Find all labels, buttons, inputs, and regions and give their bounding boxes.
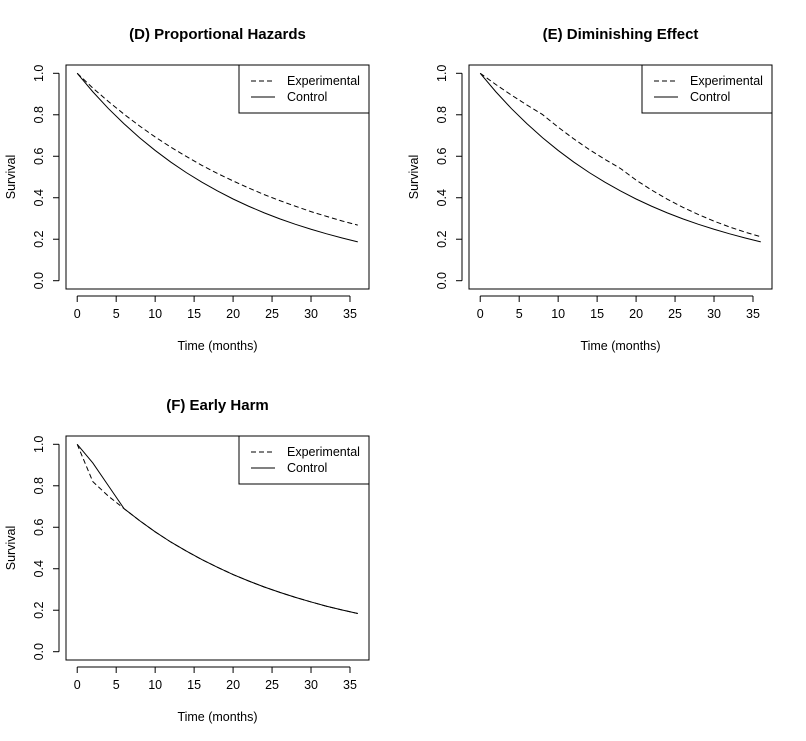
x-tick-label: 30 <box>304 307 318 321</box>
y-tick-label: 0.0 <box>32 643 46 660</box>
x-tick-label: 20 <box>226 307 240 321</box>
chart-title: (F) Early Harm <box>166 397 269 414</box>
chart-panel-0: (D) Proportional Hazards 0 5 10 15 20 25 30 35 0.… <box>4 26 370 353</box>
legend-box <box>238 64 370 114</box>
series-line-control <box>479 72 761 243</box>
legend-label: Control <box>287 461 327 475</box>
plot-frame <box>65 64 370 290</box>
y-tick-label: 0.2 <box>32 601 46 618</box>
x-tick-label: 10 <box>148 307 162 321</box>
x-tick-label: 0 <box>477 307 484 321</box>
y-tick-label: 0.8 <box>435 106 449 123</box>
y-tick-label: 0.8 <box>32 106 46 123</box>
series-line-control <box>76 443 358 615</box>
legend-label: Experimental <box>287 445 360 459</box>
x-tick-label: 35 <box>343 307 357 321</box>
chart-panel-2: (F) Early Harm 0 5 10 15 20 25 30 35 0.0 0.2 0.4 0.6… <box>4 397 370 724</box>
y-tick-label: 1.0 <box>435 65 449 82</box>
chart-panel-1: (E) Diminishing Effect 0 5 10 15 20 25 30 35 0.0 0… <box>407 26 773 353</box>
y-tick-label: 0.0 <box>32 272 46 289</box>
y-tick-label: 0.2 <box>435 230 449 247</box>
y-tick-label: 0.6 <box>32 148 46 165</box>
x-tick-label: 25 <box>265 307 279 321</box>
y-tick-label: 0.2 <box>32 230 46 247</box>
y-axis-label: Survival <box>407 155 421 199</box>
y-tick-label: 0.4 <box>32 189 46 206</box>
y-axis-label: Survival <box>4 155 18 199</box>
x-tick-label: 25 <box>668 307 682 321</box>
x-axis-label: Time (months) <box>177 339 257 353</box>
y-tick-label: 0.0 <box>435 272 449 289</box>
x-tick-label: 10 <box>148 678 162 692</box>
legend-label: Experimental <box>287 74 360 88</box>
y-tick-label: 1.0 <box>32 65 46 82</box>
x-tick-label: 20 <box>226 678 240 692</box>
x-tick-label: 0 <box>74 678 81 692</box>
x-tick-label: 30 <box>304 678 318 692</box>
series-line-experimental <box>479 72 761 238</box>
x-tick-label: 10 <box>551 307 565 321</box>
x-axis-label: Time (months) <box>580 339 660 353</box>
y-tick-label: 0.8 <box>32 477 46 494</box>
plot-frame <box>468 64 773 290</box>
legend-label: Experimental <box>690 74 763 88</box>
x-axis-label: Time (months) <box>177 710 257 724</box>
x-tick-label: 15 <box>187 678 201 692</box>
legend-box <box>238 435 370 485</box>
legend-box <box>641 64 773 114</box>
legend: Experimental Control <box>641 64 773 114</box>
x-tick-label: 30 <box>707 307 721 321</box>
chart-title: (E) Diminishing Effect <box>543 26 699 43</box>
x-tick-label: 35 <box>746 307 760 321</box>
legend: Experimental Control <box>238 64 370 114</box>
chart-title: (D) Proportional Hazards <box>129 26 306 43</box>
plot-frame <box>65 435 370 661</box>
series-line-experimental <box>76 72 358 226</box>
x-tick-label: 20 <box>629 307 643 321</box>
x-tick-label: 0 <box>74 307 81 321</box>
y-tick-label: 1.0 <box>32 436 46 453</box>
x-tick-label: 25 <box>265 678 279 692</box>
legend-label: Control <box>287 90 327 104</box>
legend-label: Control <box>690 90 730 104</box>
y-tick-label: 0.4 <box>32 560 46 577</box>
x-tick-label: 5 <box>516 307 523 321</box>
y-tick-label: 0.4 <box>435 189 449 206</box>
series-line-control <box>76 72 358 243</box>
x-tick-label: 15 <box>590 307 604 321</box>
y-axis-label: Survival <box>4 526 18 570</box>
y-tick-label: 0.6 <box>435 148 449 165</box>
x-tick-label: 15 <box>187 307 201 321</box>
x-tick-label: 35 <box>343 678 357 692</box>
y-tick-label: 0.6 <box>32 519 46 536</box>
x-tick-label: 5 <box>113 307 120 321</box>
legend: Experimental Control <box>238 435 370 485</box>
x-tick-label: 5 <box>113 678 120 692</box>
